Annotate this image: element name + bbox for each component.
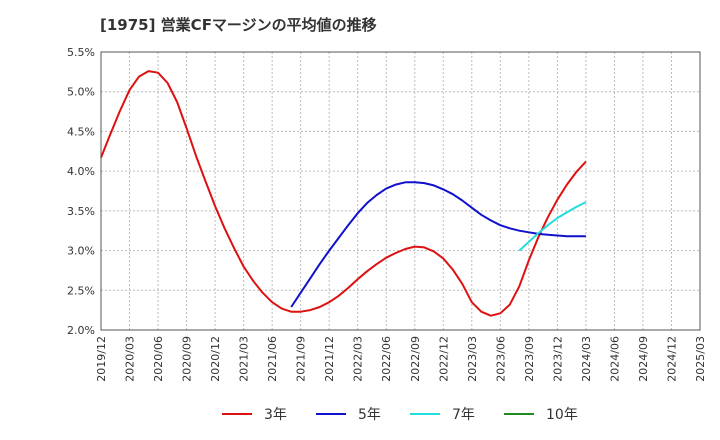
- x-tick-label: 2024/03: [580, 336, 593, 382]
- x-tick-label: 2020/12: [209, 336, 222, 382]
- x-tick-label: 2020/03: [124, 336, 137, 382]
- x-tick-label: 2024/09: [637, 336, 650, 382]
- series-line: [290, 181, 586, 308]
- x-tick-label: 2024/12: [665, 336, 678, 382]
- x-tick-label: 2023/12: [551, 336, 564, 382]
- series-line: [518, 201, 587, 252]
- y-tick-label: 2.0%: [67, 324, 95, 337]
- chart-title: [1975] 営業CFマージンの平均値の推移: [100, 16, 377, 34]
- x-tick-label: 2023/03: [466, 336, 479, 382]
- plot-frame: [100, 51, 701, 331]
- legend: 3年 5年 7年 10年: [222, 407, 578, 423]
- legend-label: 7年: [452, 407, 475, 423]
- series-layer: [100, 70, 587, 317]
- x-tick-label: 2021/09: [295, 336, 308, 382]
- x-tick-label: 2020/06: [152, 336, 165, 382]
- x-tick-label: 2022/12: [437, 336, 450, 382]
- x-tick-label: 2022/09: [409, 336, 422, 382]
- y-tick-label: 3.5%: [67, 205, 95, 218]
- y-tick-label: 3.0%: [67, 245, 95, 258]
- y-tick-label: 5.0%: [67, 86, 95, 99]
- x-axis-ticks: 2019/12 2020/03 2020/06 2020/09 2020/12 2021/…: [95, 336, 707, 382]
- x-tick-label: 2022/06: [380, 336, 393, 382]
- series-line: [100, 70, 587, 317]
- y-tick-label: 4.0%: [67, 165, 95, 178]
- x-tick-label: 2019/12: [95, 336, 108, 382]
- y-tick-label: 5.5%: [67, 46, 95, 59]
- legend-label: 3年: [264, 407, 287, 423]
- x-tick-label: 2023/09: [523, 336, 536, 382]
- x-tick-label: 2024/06: [608, 336, 621, 382]
- legend-label: 10年: [546, 407, 578, 423]
- legend-label: 5年: [358, 407, 381, 423]
- x-tick-label: 2021/12: [323, 336, 336, 382]
- x-tick-label: 2025/03: [694, 336, 707, 382]
- grid-layer: [101, 51, 700, 331]
- y-axis-ticks: 2.0% 2.5% 3.0% 3.5% 4.0% 4.5% 5.0% 5.5%: [67, 46, 95, 337]
- x-tick-label: 2021/03: [238, 336, 251, 382]
- x-tick-label: 2021/06: [266, 336, 279, 382]
- y-tick-label: 4.5%: [67, 125, 95, 138]
- x-tick-label: 2023/06: [494, 336, 507, 382]
- y-tick-label: 2.5%: [67, 284, 95, 297]
- x-tick-label: 2022/03: [352, 336, 365, 382]
- x-tick-label: 2020/09: [181, 336, 194, 382]
